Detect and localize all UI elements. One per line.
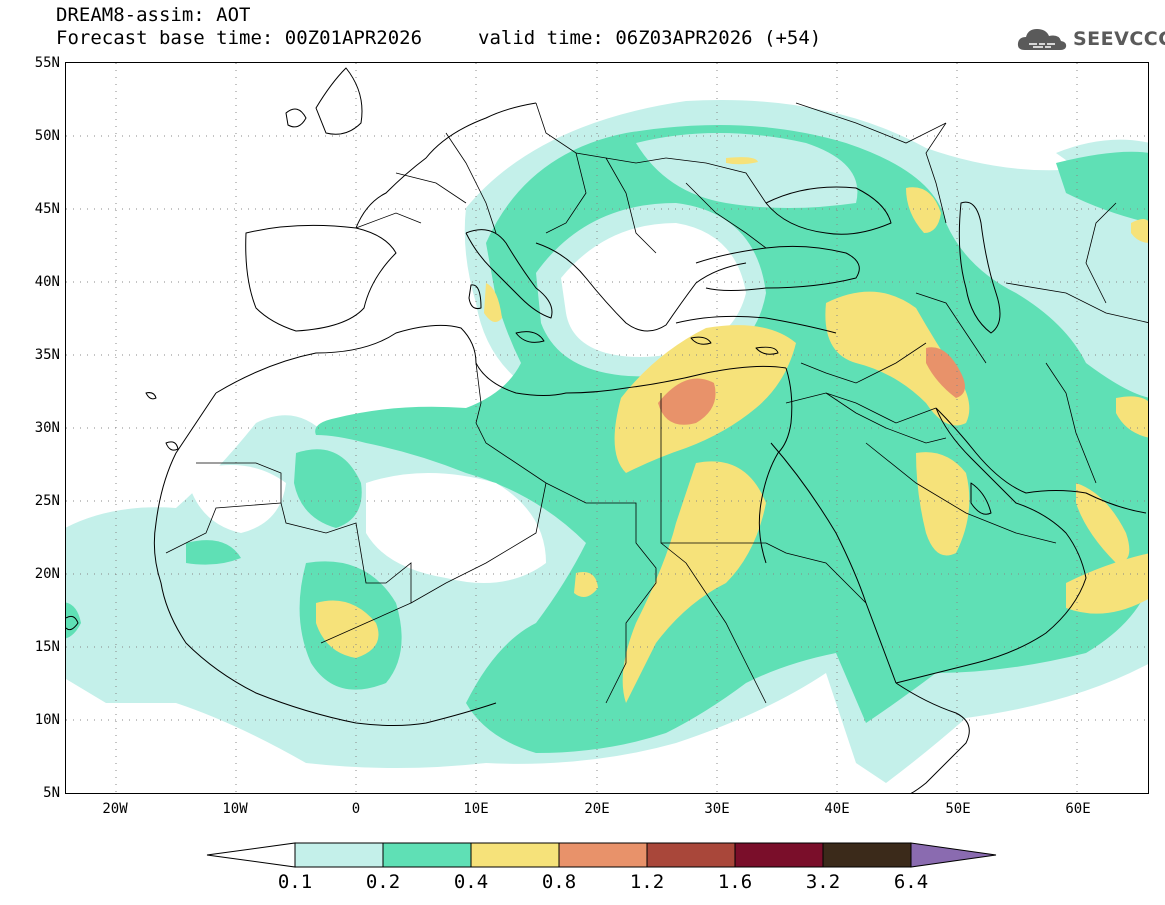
lat-tick-label: 5N — [43, 785, 60, 801]
colorbar-segment — [558, 842, 648, 868]
colorbar-min-arrow — [206, 842, 296, 868]
colorbar-segment — [294, 842, 384, 868]
lat-tick-label: 35N — [34, 347, 60, 363]
base-time: Forecast base time: 00Z01APR2026 — [56, 27, 423, 49]
colorbar-segment — [734, 842, 824, 868]
colorbar-label: 0.4 — [453, 871, 489, 893]
lon-tick-label: 0 — [351, 801, 361, 817]
lat-tick-label: 50N — [34, 128, 60, 144]
colorbar-label: 1.2 — [629, 871, 665, 893]
lat-tick-label: 10N — [34, 712, 60, 728]
colorbar-segment — [646, 842, 736, 868]
lon-tick-label: 20E — [584, 801, 610, 817]
cloud-icon — [1017, 29, 1067, 50]
map-title: DREAM8-assim: AOT — [56, 4, 251, 26]
colorbar-segment — [822, 842, 912, 868]
lon-tick-label: 10W — [222, 801, 248, 817]
colorbar-label: 3.2 — [805, 871, 841, 893]
aot-0-2-field — [66, 125, 1148, 753]
colorbar-label: 0.1 — [277, 871, 313, 893]
lon-tick-label: 20W — [102, 801, 128, 817]
lat-tick-label: 45N — [34, 201, 60, 217]
forecast-times: Forecast base time: 00Z01APR2026 valid ti… — [56, 27, 821, 49]
logo-text: SEEVCCC — [1073, 28, 1165, 50]
lat-tick-label: 25N — [34, 493, 60, 509]
colorbar-segment — [382, 842, 472, 868]
lat-tick-label: 55N — [34, 55, 60, 71]
colorbar-max-arrow — [910, 842, 997, 868]
lon-tick-label: 40E — [824, 801, 850, 817]
aot-0-8-field — [658, 347, 965, 425]
lat-tick-label: 15N — [34, 639, 60, 655]
coastlines — [66, 67, 1147, 793]
colorbar-label: 0.8 — [541, 871, 577, 893]
country-borders — [165, 102, 1148, 704]
valid-time: valid time: 06Z03APR2026 (+54) — [478, 27, 822, 49]
aot-colorbar — [206, 842, 997, 868]
colorbar-label: 1.6 — [717, 871, 753, 893]
lon-tick-label: 60E — [1065, 801, 1091, 817]
colorbar-label: 6.4 — [893, 871, 929, 893]
seevccc-logo: SEEVCCC — [1015, 24, 1165, 54]
lon-tick-label: 50E — [945, 801, 971, 817]
lat-tick-label: 30N — [34, 420, 60, 436]
aot-map — [65, 62, 1149, 794]
lat-tick-label: 40N — [34, 274, 60, 290]
aot-0-4-field — [316, 157, 1148, 703]
colorbar-segment — [470, 842, 560, 868]
colorbar-label: 0.2 — [365, 871, 401, 893]
lon-tick-label: 30E — [704, 801, 730, 817]
lat-tick-label: 20N — [34, 566, 60, 582]
map-canvas — [66, 63, 1148, 793]
lon-tick-label: 10E — [463, 801, 489, 817]
